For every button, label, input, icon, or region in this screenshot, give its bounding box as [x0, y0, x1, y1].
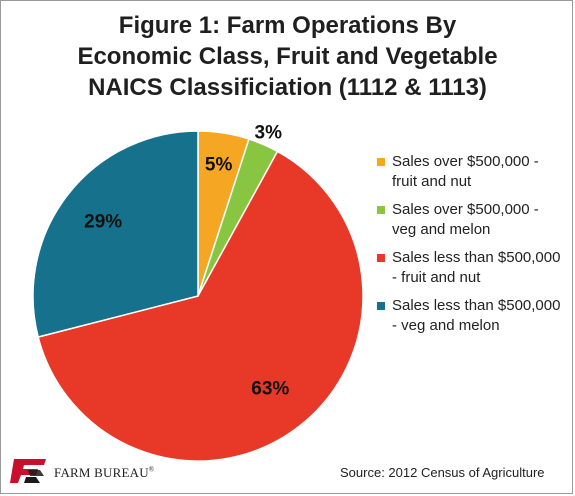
slice-label: 3%: [255, 123, 283, 144]
slice-label: 63%: [251, 378, 289, 399]
legend-swatch: [377, 302, 385, 310]
registered-mark: ®: [148, 465, 155, 474]
farm-bureau-logo-icon: [10, 459, 46, 483]
pie-slices: [32, 130, 364, 462]
legend-label: Sales over $500,000 - veg and melon: [392, 201, 539, 238]
pie-slice: [37, 150, 364, 462]
legend-item: Sales less than $500,000 - fruit and nut: [377, 248, 567, 288]
legend-item: Sales over $500,000 - veg and melon: [377, 200, 567, 240]
legend-label: Sales less than $500,000 - fruit and nut: [392, 249, 561, 286]
pie-labels: 5% 3% 63% 29%: [84, 123, 289, 400]
legend-item: Sales less than $500,000 - veg and melon: [377, 296, 567, 336]
legend-label: Sales less than $500,000 - veg and melon: [392, 297, 561, 334]
logo-text: FARM BUREAU: [54, 465, 149, 480]
legend-swatch: [377, 206, 385, 214]
source-note: Source: 2012 Census of Agriculture: [340, 465, 545, 480]
legend-swatch: [377, 254, 385, 262]
chart-title: Figure 1: Farm Operations By Economic Cl…: [77, 12, 498, 101]
slice-label: 29%: [84, 211, 122, 232]
pie-slice: [32, 130, 199, 338]
legend: Sales over $500,000 - fruit and nut Sale…: [377, 152, 567, 344]
legend-swatch: [377, 158, 385, 166]
slice-label: 5%: [205, 155, 233, 176]
legend-label: Sales over $500,000 - fruit and nut: [392, 153, 539, 190]
legend-item: Sales over $500,000 - fruit and nut: [377, 152, 567, 192]
